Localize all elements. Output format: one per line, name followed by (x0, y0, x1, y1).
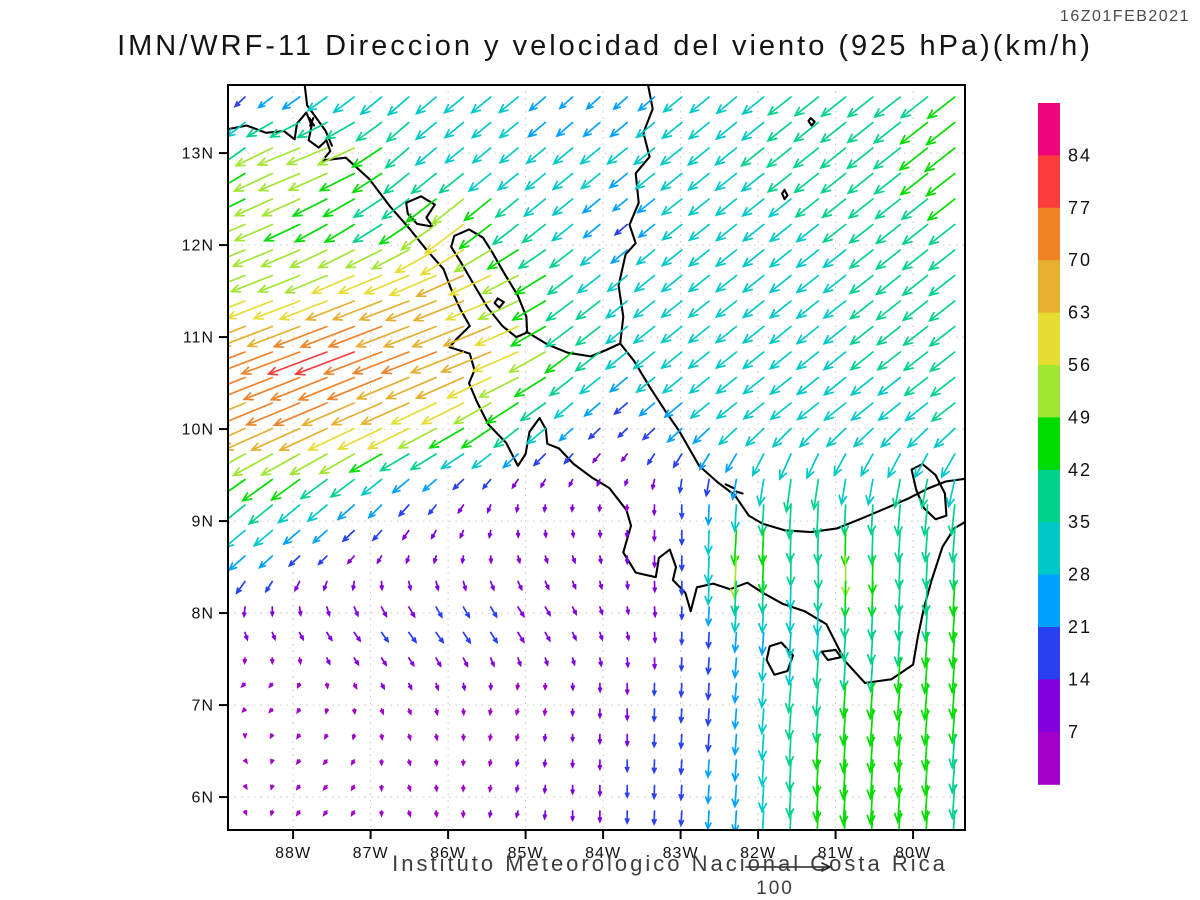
svg-text:80W: 80W (895, 845, 931, 862)
colorbar-label: 21 (1068, 617, 1092, 637)
svg-text:84W: 84W (585, 845, 621, 862)
isla-san-andres (781, 188, 789, 201)
lon-axis-labels: 88W 87W 86W 85W 84W 83W 82W 81W 80W (275, 830, 931, 862)
colorbar-segment (1038, 155, 1060, 209)
svg-text:83W: 83W (663, 845, 699, 862)
svg-text:81W: 81W (818, 845, 854, 862)
colorbar-label: 63 (1068, 303, 1092, 323)
page-title: IMN/WRF-11 Direccion y velocidad del vie… (117, 30, 1093, 62)
colorbar-label: 7 (1068, 722, 1080, 742)
svg-text:8N: 8N (192, 606, 214, 623)
colorbar-segment (1038, 574, 1060, 628)
colorbar-label: 28 (1068, 565, 1092, 585)
svg-text:7N: 7N (192, 698, 214, 715)
lat-axis-labels: 13N 12N 11N 10N 9N 8N 7N 6N (182, 146, 228, 807)
svg-text:12N: 12N (182, 238, 214, 255)
caribbean-coast (617, 85, 965, 534)
canal-zone (910, 462, 948, 521)
isla-providencia (807, 117, 816, 127)
svg-text:13N: 13N (182, 146, 214, 163)
colorbar-segment (1038, 417, 1060, 471)
footer-credit: Instituto Meteorologico Nacional Costa R… (392, 851, 948, 876)
colorbar-segment (1038, 365, 1060, 418)
svg-text:88W: 88W (275, 845, 311, 862)
svg-text:9N: 9N (192, 514, 214, 531)
isla-coiba (765, 641, 795, 676)
colorbar-label: 49 (1068, 407, 1092, 427)
colorbar-label: 77 (1068, 198, 1092, 218)
san-juan-river (525, 330, 622, 358)
svg-text:85W: 85W (508, 845, 544, 862)
isla-cebaco (820, 648, 843, 662)
colorbar-segment (1038, 312, 1060, 366)
colorbar-label: 70 (1068, 250, 1092, 270)
colorbar-segment (1038, 522, 1060, 576)
bocas-islands-b (735, 490, 744, 495)
wind-vectors (228, 96, 959, 830)
colorbar-segment (1038, 207, 1060, 261)
valid-time-label: 16Z01FEB2021 (1059, 8, 1190, 25)
colorbar-segment (1038, 731, 1060, 785)
colorbar-label: 42 (1068, 460, 1092, 480)
map-frame-and-axes: 13N 12N 11N 10N 9N 8N 7N 6N 88W 87W 86W 85W 84W 83W 82… (182, 84, 966, 862)
svg-text:6N: 6N (192, 790, 214, 807)
colorbar-segment (1038, 260, 1060, 314)
colorbar-label: 56 (1068, 355, 1092, 375)
colorbar-segment (1038, 679, 1060, 733)
reference-arrow-value: 100 (756, 878, 794, 899)
bocas-islands-a (724, 483, 735, 490)
svg-text:87W: 87W (353, 845, 389, 862)
svg-text:86W: 86W (430, 845, 466, 862)
pacific-coast (228, 111, 965, 685)
svg-text:10N: 10N (182, 422, 214, 439)
colorbar-label: 84 (1068, 145, 1092, 165)
fonseca-islands-b (309, 117, 315, 127)
colorbar-label: 35 (1068, 512, 1092, 532)
colorbar-segment (1038, 103, 1060, 156)
lat-lon-gridlines (228, 85, 965, 830)
colorbar-segment (1038, 469, 1060, 523)
reference-arrow (745, 862, 832, 872)
svg-text:82W: 82W (740, 845, 776, 862)
isla-ometepe (493, 297, 505, 309)
colorbar: 84 77 70 63 56 49 42 35 28 21 14 7 (1038, 103, 1092, 785)
colorbar-segment (1038, 627, 1060, 680)
colorbar-label: 14 (1068, 669, 1092, 689)
svg-text:11N: 11N (183, 330, 214, 347)
